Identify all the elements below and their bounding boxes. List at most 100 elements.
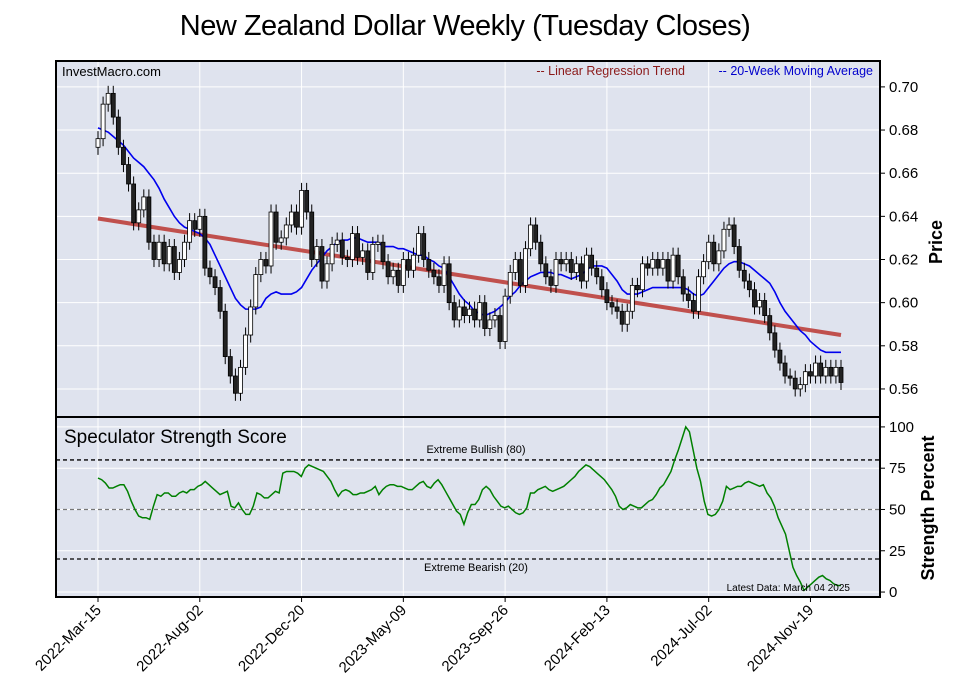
price-candle <box>731 224 737 247</box>
price-candle <box>411 254 416 271</box>
price-candle <box>294 211 299 228</box>
price-candle <box>701 261 706 278</box>
price-candle <box>126 164 131 185</box>
price-candle <box>543 263 549 278</box>
price-candle <box>467 308 472 316</box>
date-tick-label: 2024-Nov-19 <box>744 602 817 675</box>
price-candle <box>792 377 798 390</box>
strength-axis-title: Strength Percent <box>918 435 938 580</box>
price-candle <box>757 300 762 308</box>
strength-panel-title: Speculator Strength Score <box>64 427 287 448</box>
price-candle <box>299 190 304 228</box>
price-candle <box>395 269 401 286</box>
price-candle <box>696 276 701 312</box>
price-candle <box>670 254 676 282</box>
price-candle <box>497 315 503 342</box>
price-candle <box>619 310 625 325</box>
strength-plot-background <box>56 417 880 597</box>
price-candle <box>599 276 605 291</box>
price-candle <box>706 241 712 263</box>
price-candle <box>370 243 376 273</box>
price-candle <box>538 241 544 265</box>
price-candle <box>233 375 238 394</box>
price-y-axis: 0.70 0.68 0.66 0.64 0.62 0.60 0.58 0.56 <box>880 79 918 398</box>
price-candle <box>426 259 432 271</box>
price-candle <box>344 256 350 260</box>
price-candle <box>314 246 320 260</box>
extreme-bearish-label: Extreme Bearish (20) <box>424 562 528 574</box>
date-tick-label: 2022-Aug-02 <box>133 602 206 675</box>
price-tick-label: 0.56 <box>889 381 918 398</box>
price-candle <box>390 269 396 278</box>
price-candle <box>655 259 661 269</box>
price-candle <box>319 246 325 282</box>
price-candle <box>95 138 101 148</box>
price-candle <box>563 259 569 265</box>
chart-title: New Zealand Dollar Weekly (Tuesday Close… <box>179 10 751 42</box>
price-candle <box>304 190 310 213</box>
legend-regression-trend: -- Linear Regression Trend <box>536 64 685 78</box>
price-candle <box>741 269 747 282</box>
price-candle <box>177 259 182 273</box>
price-tick-label: 0.68 <box>889 122 918 139</box>
price-candle <box>416 233 422 256</box>
price-panel: InvestMacro.com -- Linear Regression Tre… <box>55 60 946 418</box>
price-candle <box>350 233 355 260</box>
price-tick-label: 0.62 <box>889 251 918 268</box>
price-candle <box>777 349 783 364</box>
price-candle <box>339 239 345 258</box>
price-candle <box>360 250 366 258</box>
price-candle <box>110 92 116 118</box>
price-candle <box>589 254 595 269</box>
price-tick-label: 0.60 <box>889 295 918 312</box>
price-candle <box>635 284 640 291</box>
price-candle <box>136 209 142 224</box>
price-candle <box>507 272 513 297</box>
price-candle <box>533 224 539 243</box>
price-candle <box>227 356 233 377</box>
strength-reference-lines <box>56 459 880 560</box>
price-candle <box>767 315 773 334</box>
price-candle <box>517 259 523 286</box>
price-candle <box>248 306 254 336</box>
price-candle <box>355 233 360 258</box>
price-candle <box>171 246 177 273</box>
price-candle <box>212 276 218 288</box>
source-label: InvestMacro.com <box>62 64 161 79</box>
price-candle <box>451 302 457 321</box>
price-candle <box>217 287 223 312</box>
price-candle <box>243 334 248 368</box>
price-candle <box>746 280 752 291</box>
price-candle <box>726 224 732 230</box>
price-candle <box>477 302 483 321</box>
price-candle <box>660 259 666 269</box>
price-candle <box>604 289 610 304</box>
date-tick-label: 2023-May-09 <box>336 602 411 677</box>
price-candle <box>141 196 147 211</box>
date-x-axis: 2022-Mar-15 2022-Aug-02 2022-Dec-20 2023-Ma… <box>32 597 817 676</box>
price-candle <box>629 284 635 312</box>
price-candle <box>131 183 137 224</box>
price-candle <box>329 243 335 265</box>
price-candle <box>762 300 768 316</box>
price-candle <box>441 263 447 286</box>
strength-score-line <box>97 425 841 592</box>
price-candle <box>273 211 279 243</box>
price-candle <box>736 246 742 271</box>
price-candle <box>166 246 172 265</box>
price-candle <box>645 263 651 269</box>
price-candle <box>833 366 839 377</box>
price-candle <box>523 248 528 286</box>
price-candle <box>609 302 615 308</box>
price-candle <box>823 366 829 377</box>
price-candle <box>385 261 391 278</box>
price-candle <box>192 220 198 230</box>
price-candle <box>375 241 381 245</box>
price-candle <box>584 254 589 282</box>
legend-moving-average: -- 20-Week Moving Average <box>719 64 874 78</box>
price-candle <box>202 215 208 269</box>
price-candle <box>278 237 284 243</box>
price-candle <box>675 254 681 278</box>
price-candle <box>721 228 727 252</box>
price-candle <box>553 259 559 286</box>
